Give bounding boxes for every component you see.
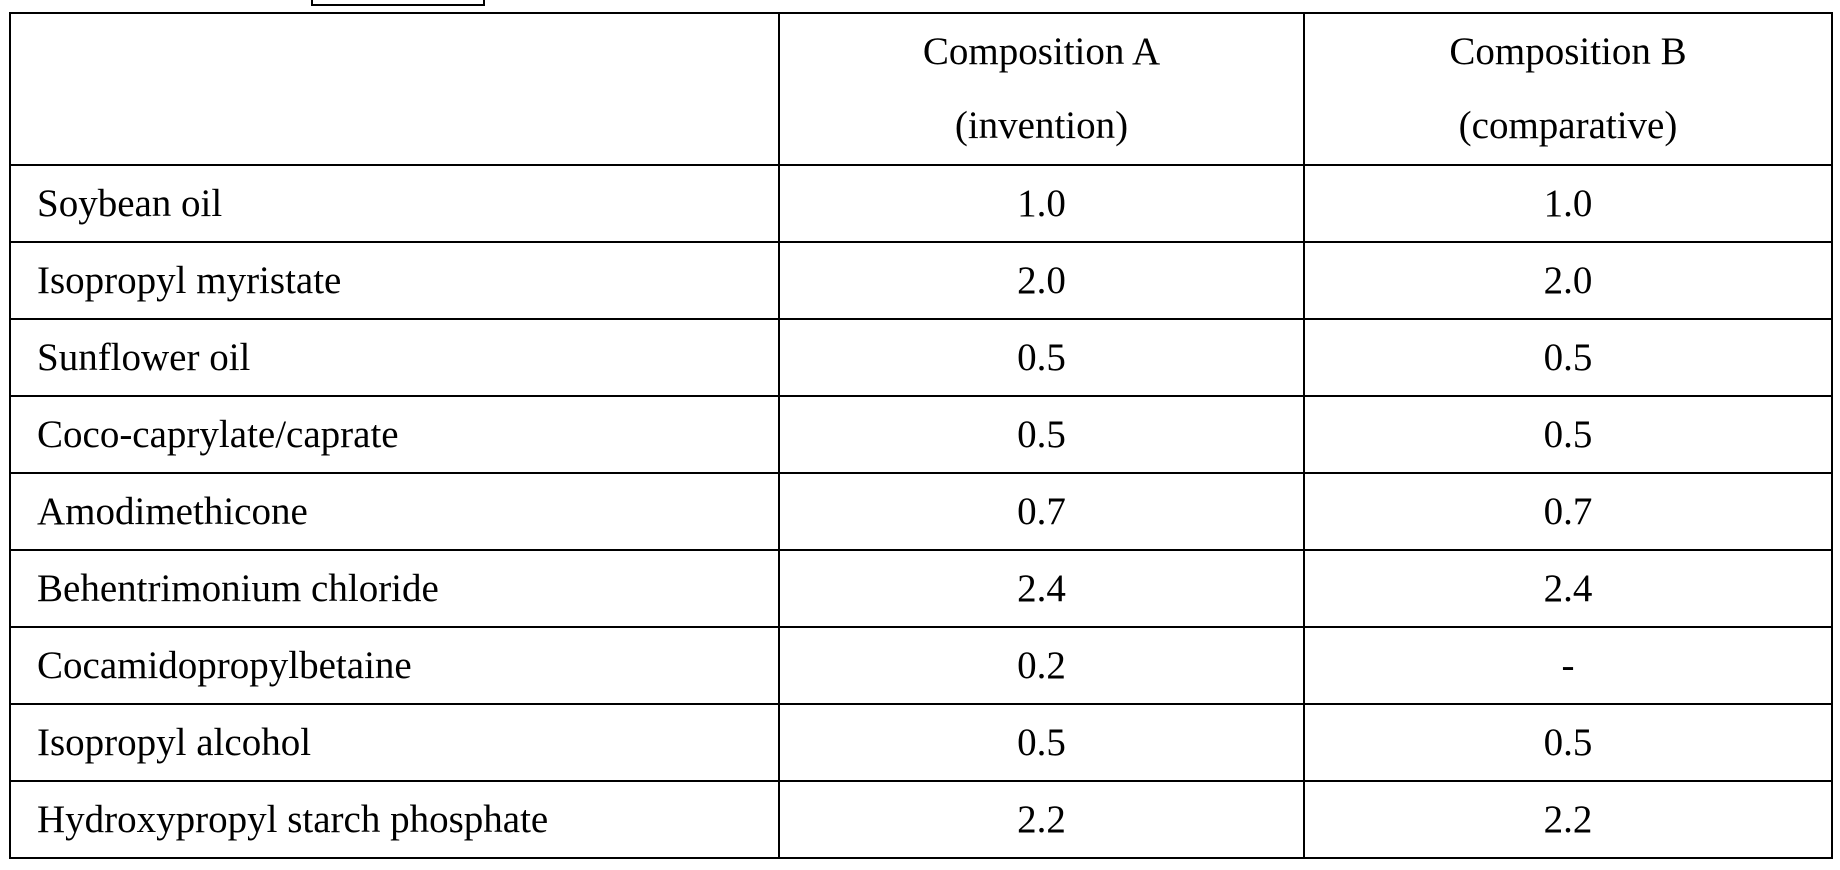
header-row: Composition A(invention)Composition B(co… bbox=[10, 13, 1832, 165]
amount-cell: 1.0 bbox=[1304, 165, 1832, 242]
amount-cell: 0.5 bbox=[1304, 319, 1832, 396]
amount-cell: 2.4 bbox=[779, 550, 1304, 627]
amount-cell: 2.2 bbox=[779, 781, 1304, 858]
bracket-fragment bbox=[311, 0, 485, 6]
amount-cell: 2.2 bbox=[1304, 781, 1832, 858]
amount-cell: 2.0 bbox=[779, 242, 1304, 319]
header-cell: Composition A(invention) bbox=[779, 13, 1304, 165]
header-cell bbox=[10, 13, 779, 165]
ingredient-name: Isopropyl alcohol bbox=[10, 704, 779, 781]
ingredient-name: Hydroxypropyl starch phosphate bbox=[10, 781, 779, 858]
amount-cell: 0.5 bbox=[1304, 704, 1832, 781]
amount-cell: 0.7 bbox=[1304, 473, 1832, 550]
ingredient-name: Soybean oil bbox=[10, 165, 779, 242]
table-row: Coco-caprylate/caprate0.50.5 bbox=[10, 396, 1832, 473]
amount-cell: 0.5 bbox=[779, 319, 1304, 396]
table-row: Sunflower oil0.50.5 bbox=[10, 319, 1832, 396]
table-body: Composition A(invention)Composition B(co… bbox=[10, 13, 1832, 858]
table-row: Isopropyl myristate2.02.0 bbox=[10, 242, 1832, 319]
amount-cell: 1.0 bbox=[779, 165, 1304, 242]
amount-cell: 0.5 bbox=[1304, 396, 1832, 473]
header-text: (comparative) bbox=[1305, 89, 1831, 163]
amount-cell: - bbox=[1304, 627, 1832, 704]
table-row: Cocamidopropylbetaine0.2- bbox=[10, 627, 1832, 704]
header-cell: Composition B(comparative) bbox=[1304, 13, 1832, 165]
amount-cell: 2.4 bbox=[1304, 550, 1832, 627]
header-text: (invention) bbox=[780, 89, 1303, 163]
ingredient-name: Sunflower oil bbox=[10, 319, 779, 396]
table-row: Hydroxypropyl starch phosphate2.22.2 bbox=[10, 781, 1832, 858]
ingredient-name: Coco-caprylate/caprate bbox=[10, 396, 779, 473]
amount-cell: 0.7 bbox=[779, 473, 1304, 550]
header-text: Composition B bbox=[1305, 15, 1831, 89]
amount-cell: 0.5 bbox=[779, 704, 1304, 781]
table-row: Behentrimonium chloride2.42.4 bbox=[10, 550, 1832, 627]
table-row: Isopropyl alcohol0.50.5 bbox=[10, 704, 1832, 781]
table-row: Soybean oil1.01.0 bbox=[10, 165, 1832, 242]
amount-cell: 0.2 bbox=[779, 627, 1304, 704]
ingredient-name: Cocamidopropylbetaine bbox=[10, 627, 779, 704]
ingredient-name: Behentrimonium chloride bbox=[10, 550, 779, 627]
composition-table: Composition A(invention)Composition B(co… bbox=[9, 12, 1833, 859]
amount-cell: 2.0 bbox=[1304, 242, 1832, 319]
ingredient-name: Amodimethicone bbox=[10, 473, 779, 550]
table-row: Amodimethicone0.70.7 bbox=[10, 473, 1832, 550]
ingredient-name: Isopropyl myristate bbox=[10, 242, 779, 319]
amount-cell: 0.5 bbox=[779, 396, 1304, 473]
header-text: Composition A bbox=[780, 15, 1303, 89]
